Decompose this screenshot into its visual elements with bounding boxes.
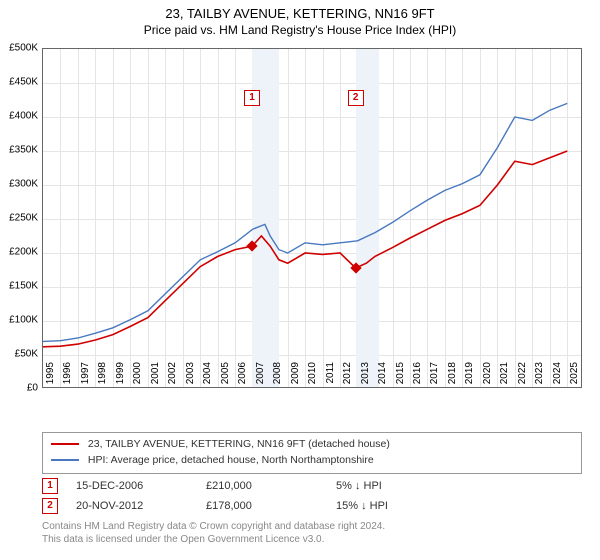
x-axis-label: 2017	[429, 362, 440, 392]
x-axis-label: 2001	[150, 362, 161, 392]
sale-date-2: 20-NOV-2012	[76, 500, 206, 512]
sale-diff-2: 15% ↓ HPI	[336, 500, 466, 512]
x-axis-label: 1999	[115, 362, 126, 392]
legend-and-footer: 23, TAILBY AVENUE, KETTERING, NN16 9FT (…	[42, 432, 582, 546]
y-axis-label: £450K	[0, 77, 38, 88]
plot-rect: 12	[42, 48, 582, 388]
x-axis-label: 2000	[132, 362, 143, 392]
x-axis-label: 2012	[342, 362, 353, 392]
x-axis-label: 2008	[272, 362, 283, 392]
chart-title: 23, TAILBY AVENUE, KETTERING, NN16 9FT	[0, 0, 600, 21]
y-axis-label: £150K	[0, 281, 38, 292]
sale-row-2: 2 20-NOV-2012 £178,000 15% ↓ HPI	[42, 494, 582, 514]
x-axis-label: 2023	[534, 362, 545, 392]
x-axis-label: 2018	[447, 362, 458, 392]
sale-marker-box: 1	[244, 90, 260, 106]
x-axis-label: 2005	[220, 362, 231, 392]
y-axis-label: £50K	[0, 349, 38, 360]
sale-marker-box: 2	[348, 90, 364, 106]
y-axis-label: £0	[0, 383, 38, 394]
y-axis-label: £400K	[0, 111, 38, 122]
x-axis-label: 2002	[167, 362, 178, 392]
x-axis-label: 1997	[80, 362, 91, 392]
x-axis-label: 2016	[412, 362, 423, 392]
attribution: Contains HM Land Registry data © Crown c…	[42, 514, 582, 546]
x-axis-label: 2006	[237, 362, 248, 392]
legend-label-2: HPI: Average price, detached house, Nort…	[88, 454, 374, 466]
y-axis-label: £500K	[0, 43, 38, 54]
x-axis-label: 2025	[569, 362, 580, 392]
chart-lines	[43, 49, 583, 389]
x-axis-label: 2013	[360, 362, 371, 392]
chart-container: 23, TAILBY AVENUE, KETTERING, NN16 9FT P…	[0, 0, 600, 560]
y-axis-label: £100K	[0, 315, 38, 326]
legend-label-1: 23, TAILBY AVENUE, KETTERING, NN16 9FT (…	[88, 438, 390, 450]
x-axis-label: 2020	[482, 362, 493, 392]
x-axis-label: 1998	[97, 362, 108, 392]
series-line-property	[43, 151, 567, 347]
x-axis-label: 2011	[325, 362, 336, 392]
legend-box: 23, TAILBY AVENUE, KETTERING, NN16 9FT (…	[42, 432, 582, 474]
sale-price-2: £178,000	[206, 500, 336, 512]
series-line-hpi	[43, 103, 567, 341]
chart-subtitle: Price paid vs. HM Land Registry's House …	[0, 21, 600, 41]
x-axis-label: 2010	[307, 362, 318, 392]
sale-marker-2: 2	[42, 498, 58, 514]
sale-date-1: 15-DEC-2006	[76, 480, 206, 492]
x-axis-label: 2003	[185, 362, 196, 392]
x-axis-label: 2009	[290, 362, 301, 392]
sale-row-1: 1 15-DEC-2006 £210,000 5% ↓ HPI	[42, 474, 582, 494]
x-axis-label: 1996	[62, 362, 73, 392]
x-axis-label: 2024	[552, 362, 563, 392]
chart-plot-area: 12 £0£50K£100K£150K£200K£250K£300K£350K£…	[42, 48, 582, 388]
legend-swatch-2	[51, 459, 79, 461]
x-axis-label: 2007	[255, 362, 266, 392]
y-axis-label: £250K	[0, 213, 38, 224]
x-axis-label: 2015	[395, 362, 406, 392]
y-axis-label: £350K	[0, 145, 38, 156]
y-axis-label: £200K	[0, 247, 38, 258]
sale-diff-1: 5% ↓ HPI	[336, 480, 466, 492]
x-axis-label: 2004	[202, 362, 213, 392]
legend-row-1: 23, TAILBY AVENUE, KETTERING, NN16 9FT (…	[51, 437, 573, 453]
x-axis-label: 2021	[499, 362, 510, 392]
legend-row-2: HPI: Average price, detached house, Nort…	[51, 453, 573, 469]
x-axis-label: 2022	[517, 362, 528, 392]
sale-price-1: £210,000	[206, 480, 336, 492]
x-axis-label: 1995	[45, 362, 56, 392]
attribution-line-1: Contains HM Land Registry data © Crown c…	[42, 520, 582, 533]
legend-swatch-1	[51, 443, 79, 445]
sale-marker-1: 1	[42, 478, 58, 494]
x-axis-label: 2014	[377, 362, 388, 392]
x-axis-label: 2019	[464, 362, 475, 392]
y-axis-label: £300K	[0, 179, 38, 190]
attribution-line-2: This data is licensed under the Open Gov…	[42, 533, 582, 546]
